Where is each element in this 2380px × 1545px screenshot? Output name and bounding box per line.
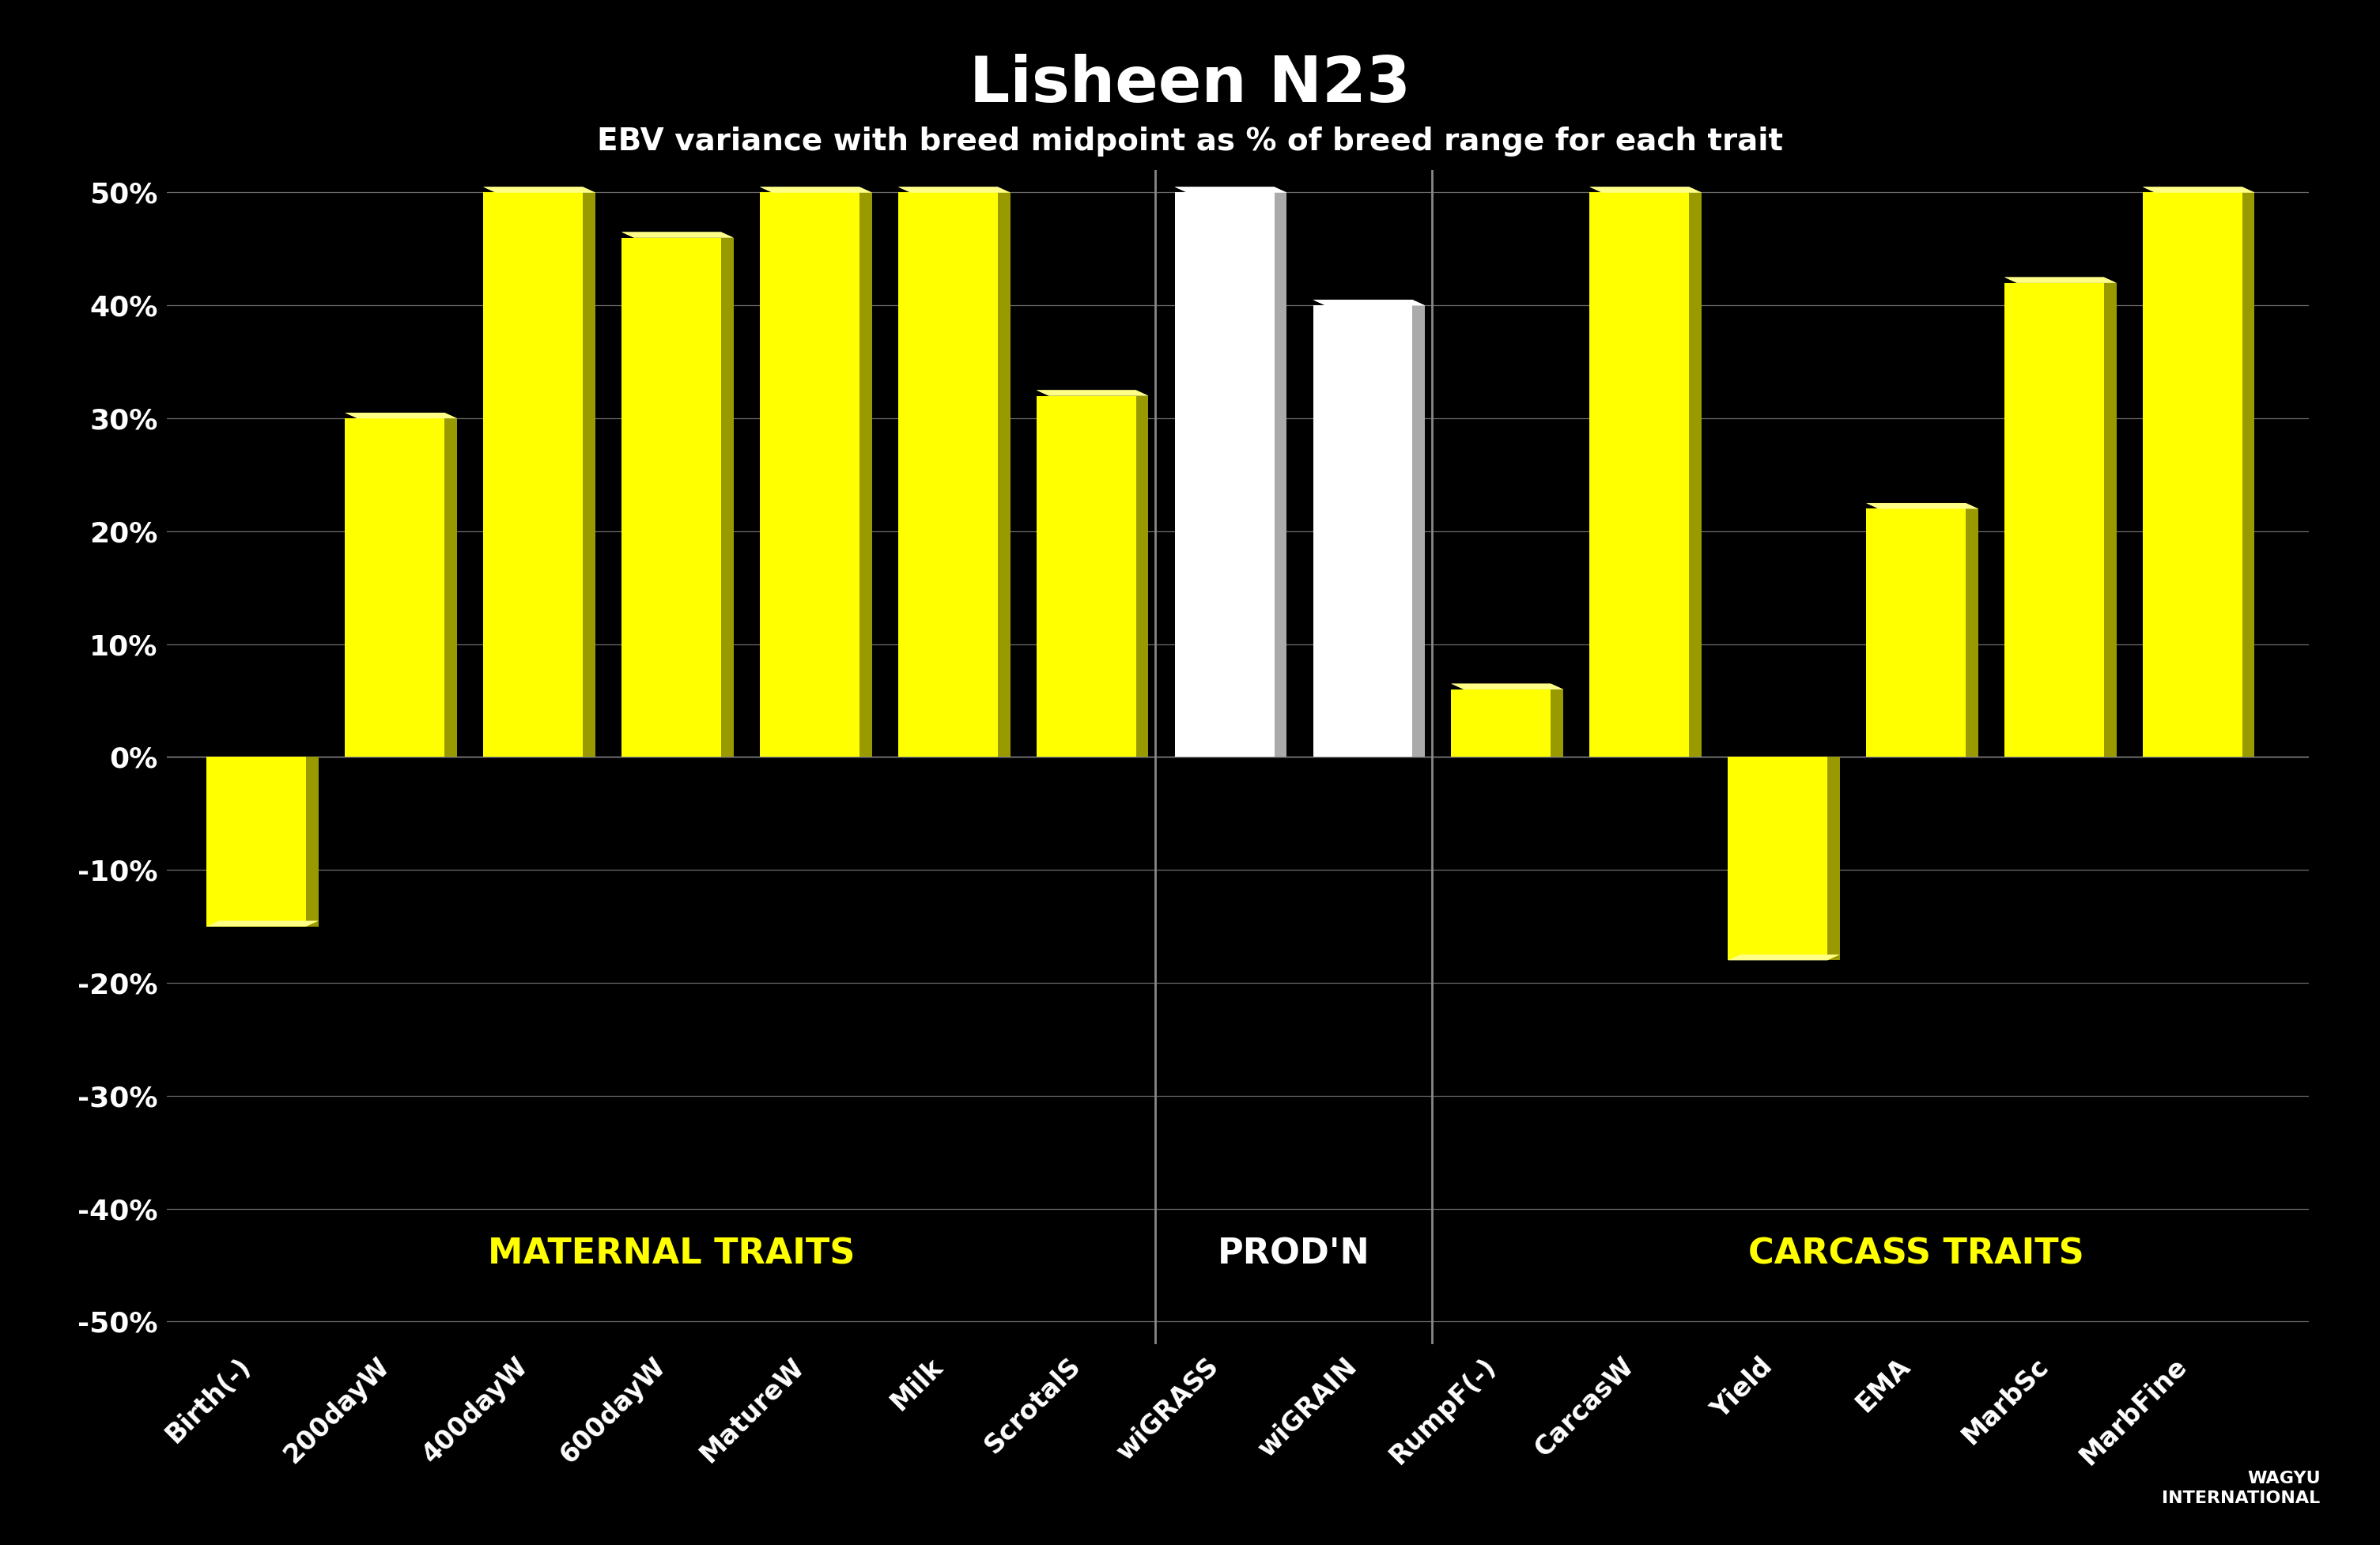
Polygon shape [1690,193,1702,757]
Polygon shape [1176,193,1273,757]
Polygon shape [1728,757,1828,961]
Polygon shape [1314,300,1426,306]
Polygon shape [1176,187,1288,193]
Polygon shape [2004,283,2104,757]
Polygon shape [445,419,457,757]
Polygon shape [1552,689,1564,757]
Polygon shape [1452,683,1564,689]
Polygon shape [2142,193,2242,757]
Polygon shape [1866,504,1978,508]
Polygon shape [345,413,457,419]
Polygon shape [1966,508,1978,757]
Polygon shape [1035,389,1150,396]
Polygon shape [759,193,859,757]
Polygon shape [1590,193,1690,757]
Polygon shape [621,232,733,238]
Polygon shape [1866,504,1978,508]
Polygon shape [997,193,1009,757]
Polygon shape [483,187,595,193]
Polygon shape [483,193,583,757]
Polygon shape [1035,396,1135,757]
Polygon shape [1411,306,1426,757]
Text: Lisheen N23: Lisheen N23 [969,54,1411,116]
Text: MATERNAL TRAITS: MATERNAL TRAITS [488,1238,854,1272]
Polygon shape [2104,283,2116,757]
Polygon shape [721,238,733,757]
Polygon shape [1590,187,1702,193]
Polygon shape [897,193,997,757]
Polygon shape [1452,689,1552,757]
Text: PROD'N: PROD'N [1219,1238,1371,1272]
Polygon shape [345,413,457,419]
Polygon shape [897,187,1009,193]
Polygon shape [207,921,319,927]
Polygon shape [2004,277,2116,283]
Text: EBV variance with breed midpoint as % of breed range for each trait: EBV variance with breed midpoint as % of… [597,127,1783,156]
Polygon shape [759,187,871,193]
Polygon shape [621,232,733,238]
Polygon shape [859,193,871,757]
Polygon shape [2242,193,2254,757]
Polygon shape [307,757,319,927]
Polygon shape [1314,306,1411,757]
Polygon shape [621,238,721,757]
Polygon shape [1728,955,1840,961]
Polygon shape [1314,300,1426,306]
Text: CARCASS TRAITS: CARCASS TRAITS [1747,1238,2085,1272]
Text: WAGYU
INTERNATIONAL: WAGYU INTERNATIONAL [2161,1471,2320,1506]
Polygon shape [1590,187,1702,193]
Polygon shape [1035,389,1150,396]
Polygon shape [1866,508,1966,757]
Polygon shape [583,193,595,757]
Polygon shape [1452,683,1564,689]
Polygon shape [1828,757,1840,961]
Polygon shape [1273,193,1288,757]
Polygon shape [345,419,445,757]
Polygon shape [1176,187,1288,193]
Polygon shape [207,757,307,927]
Polygon shape [759,187,871,193]
Polygon shape [1135,396,1150,757]
Polygon shape [897,187,1009,193]
Polygon shape [2142,187,2254,193]
Polygon shape [2142,187,2254,193]
Polygon shape [483,187,595,193]
Polygon shape [2004,277,2116,283]
